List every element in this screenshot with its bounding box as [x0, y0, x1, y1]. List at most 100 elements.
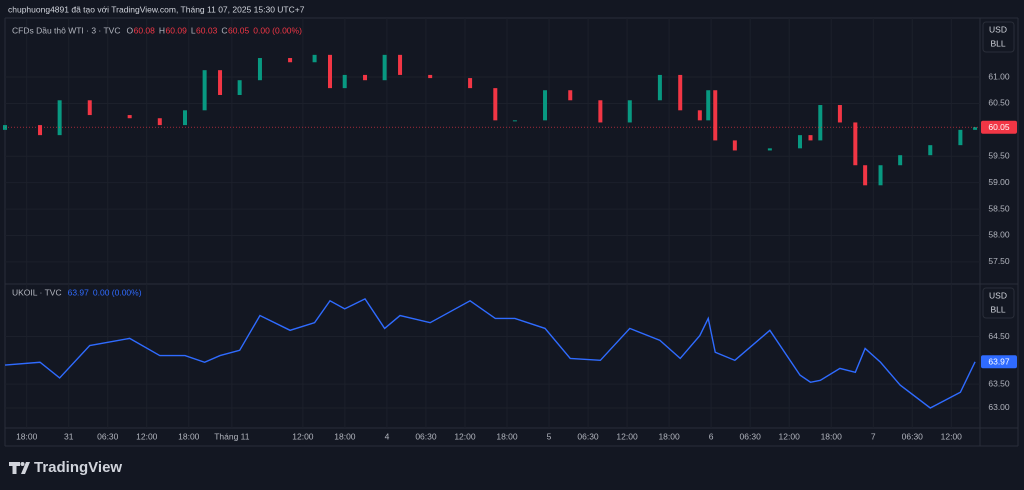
x-tick-label: 18:00 — [821, 431, 843, 441]
x-tick-label: 18:00 — [658, 431, 680, 441]
candle — [328, 54, 332, 89]
candle — [127, 115, 132, 119]
x-tick-label: 12:00 — [292, 431, 314, 441]
candle — [428, 74, 433, 79]
candle — [468, 78, 473, 89]
candle — [257, 58, 262, 81]
candle — [157, 118, 162, 126]
y-tick-label: 58.00 — [988, 230, 1010, 240]
candle — [732, 140, 737, 151]
x-tick-label: 5 — [547, 431, 552, 441]
y-tick-label: 59.50 — [988, 151, 1010, 161]
x-tick-label: 06:30 — [902, 431, 924, 441]
candle — [342, 74, 347, 89]
legend-label: C — [221, 25, 227, 35]
unit-box — [982, 287, 1015, 319]
x-tick-label: 06:30 — [415, 431, 437, 441]
unit-label: BLL — [990, 304, 1005, 314]
line-series — [4, 297, 976, 409]
currency-label: USD — [989, 290, 1007, 300]
candle — [797, 135, 802, 149]
logo: TradingView — [9, 459, 122, 476]
y-tick-label: 64.50 — [988, 331, 1010, 341]
y-tick-label: 60.50 — [988, 98, 1010, 108]
candle — [837, 105, 842, 123]
legend-title: CFDs Dầu thô WTI · 3 · TVC — [12, 25, 120, 35]
logo-icon — [20, 462, 25, 466]
x-tick-label: 12:00 — [136, 431, 158, 441]
legend-value: 60.09 — [166, 25, 188, 35]
y-tick-label: 59.00 — [988, 177, 1010, 187]
candle — [312, 54, 317, 63]
candle — [512, 120, 517, 122]
y-tick-label: 58.50 — [988, 203, 1010, 213]
price-tag-label: 60.05 — [988, 122, 1010, 132]
y-tick-label: 57.50 — [988, 256, 1010, 266]
price-tag — [981, 120, 1017, 134]
candle — [87, 100, 92, 116]
legend-label: O — [126, 25, 133, 35]
candle — [958, 129, 963, 146]
x-tick-label: 4 — [385, 431, 390, 441]
candle — [863, 165, 868, 186]
candle — [657, 74, 662, 101]
x-tick-label: 18:00 — [334, 431, 356, 441]
candle — [568, 90, 573, 101]
candle — [713, 90, 718, 141]
candle — [808, 135, 813, 141]
x-tick-label: 06:30 — [97, 431, 119, 441]
logo-text: TradingView — [34, 459, 122, 476]
x-tick-label: 06:30 — [740, 431, 762, 441]
x-tick-label: 18:00 — [16, 431, 38, 441]
candle — [183, 110, 188, 126]
legend-value: 60.03 — [196, 25, 218, 35]
x-tick-label: Tháng 11 — [214, 431, 250, 441]
candle — [767, 148, 772, 151]
x-tick-label: 18:00 — [496, 431, 518, 441]
candle — [363, 74, 368, 81]
legend-title: UKOIL · TVC — [12, 287, 62, 297]
x-tick-label: 6 — [709, 431, 714, 441]
candle — [878, 165, 883, 186]
candle — [627, 100, 632, 123]
candle — [706, 90, 711, 121]
header: chuphuong4891 đã tạo với TradingView.com… — [8, 4, 305, 14]
legend-change: 0.00 (0.00%) — [93, 287, 142, 297]
legend-value: 60.05 — [228, 25, 250, 35]
candle — [928, 145, 933, 156]
legend-change: 0.00 (0.00%) — [253, 25, 302, 35]
candle — [288, 58, 293, 63]
x-tick-label: 06:30 — [577, 431, 599, 441]
unit-label: BLL — [990, 38, 1005, 48]
legend-label: H — [159, 25, 165, 35]
candle — [382, 54, 387, 81]
candle — [818, 105, 823, 141]
candle — [697, 110, 702, 121]
candle — [598, 100, 603, 123]
x-tick-label: 12:00 — [454, 431, 476, 441]
x-tick-label: 31 — [64, 431, 74, 441]
candle — [398, 54, 403, 75]
x-tick-label: 12:00 — [779, 431, 801, 441]
y-tick-label: 61.00 — [988, 71, 1010, 81]
candle — [218, 70, 223, 95]
legend-label: L — [191, 25, 196, 35]
y-tick-label: 63.00 — [988, 402, 1010, 412]
candle — [973, 127, 978, 130]
price-tag-label: 63.97 — [988, 357, 1010, 367]
currency-label: USD — [989, 24, 1007, 34]
y-tick-label: 63.50 — [988, 378, 1010, 388]
legend-value: 63.97 — [68, 287, 90, 297]
candle — [38, 125, 43, 136]
x-tick-label: 7 — [871, 431, 876, 441]
candle — [237, 80, 242, 95]
unit-box — [982, 21, 1015, 53]
x-tick-label: 12:00 — [616, 431, 638, 441]
candle — [202, 70, 207, 111]
x-tick-label: 12:00 — [941, 431, 963, 441]
candle — [898, 155, 903, 166]
candle — [57, 100, 62, 136]
